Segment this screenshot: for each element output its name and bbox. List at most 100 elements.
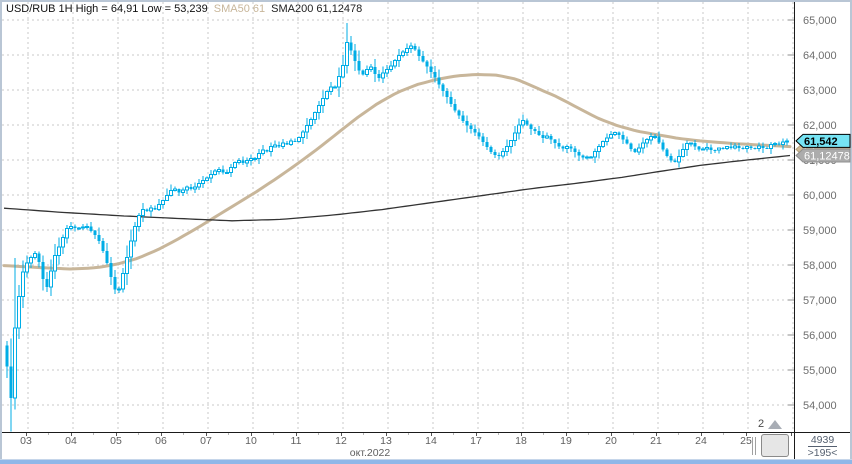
date-minor-tick [318,433,319,435]
date-label: 10 [245,435,257,447]
candle [93,229,97,240]
candle [485,137,489,151]
candles-layer [5,23,789,432]
candle [637,143,641,156]
date-minor-tick [453,433,454,435]
candle [749,145,753,151]
y-axis-label: 56,000 [803,330,837,342]
sma200-price-tag: 61,12478 [795,148,851,163]
candle [745,145,749,153]
date-tick [791,433,792,436]
candle [453,98,457,113]
candle [401,49,405,58]
candle [13,257,17,410]
candle [769,141,773,154]
date-minor-tick [273,433,274,435]
y-axis-label: 62,000 [803,120,837,132]
scrollbar-thumb[interactable] [761,434,789,457]
sma50-line [2,73,792,271]
candle [257,148,261,165]
candle [53,244,57,280]
candle [757,142,761,152]
candle [445,87,449,104]
candle [281,138,285,149]
plot-area[interactable]: USD/RUB 1H High = 64,91 Low = 53,239 SMA5… [2,2,794,432]
candle [573,145,577,158]
price-axis[interactable]: 65,00064,00063,00062,00061,00060,00059,0… [794,2,851,432]
date-label: 11 [290,435,302,447]
candle [645,137,649,148]
date-tick [701,433,702,436]
candle [681,143,685,158]
candle [733,142,737,150]
candle [381,66,385,84]
candle [269,142,273,157]
date-minor-tick [543,433,544,435]
price-chart[interactable] [2,2,794,432]
candle [169,184,173,197]
candle [113,270,117,294]
scroll-up-indicator[interactable]: 2 [758,417,783,431]
candle [657,131,661,145]
candle [369,63,373,73]
candle [621,131,625,145]
candle [313,111,317,124]
sma200-legend: SMA200 61,12478 [271,3,363,15]
candle [537,125,541,136]
price-tag-label: 61,12478 [804,151,850,163]
candle [545,132,549,140]
candle [489,145,493,155]
date-axis[interactable]: окт.2022 03 04 05 06 07 10 11 12 13 14 17 18 19 20 21 2… [2,432,794,459]
candle [697,146,701,152]
candle [477,128,481,140]
date-label: 25 [740,435,752,447]
date-tick [476,433,477,436]
candle [277,141,281,149]
date-label: 06 [155,435,167,447]
date-label: 17 [470,435,482,447]
candle [613,131,617,136]
triangle-up-icon[interactable] [768,419,783,429]
candle [73,224,77,232]
candle [345,23,349,74]
candle [569,144,573,152]
date-minor-tick [678,433,679,435]
date-label: 14 [425,435,437,447]
candle [785,138,789,146]
candle [141,202,145,222]
price-axis-canvas: 65,00064,00063,00062,00061,00060,00059,0… [795,15,851,412]
date-minor-tick [93,433,94,435]
candle [465,115,469,133]
date-tick [206,433,207,436]
candle [137,213,141,232]
y-axis-label: 54,000 [803,400,837,412]
candle [333,85,337,89]
bars-info: 4939 >195< [794,432,850,459]
candle [777,141,781,146]
candle [781,138,785,150]
candle [81,224,85,230]
price-tag-label: 61,542 [804,136,838,148]
candle [677,149,681,168]
date-tick [341,433,342,436]
candle [149,204,153,217]
candle [553,139,557,149]
candle [301,130,305,144]
candle [729,142,733,150]
y-axis-label: 63,000 [803,85,837,97]
candle [213,168,217,176]
candle [249,154,253,166]
candle [593,148,597,163]
date-tick [71,433,72,436]
candle [233,161,237,169]
candle [741,146,745,150]
candle [17,284,21,339]
candle [293,138,297,143]
candle [389,60,393,72]
candle [441,83,445,97]
candle [717,147,721,154]
candle [577,149,581,161]
candle [289,138,293,146]
candle [673,158,677,163]
